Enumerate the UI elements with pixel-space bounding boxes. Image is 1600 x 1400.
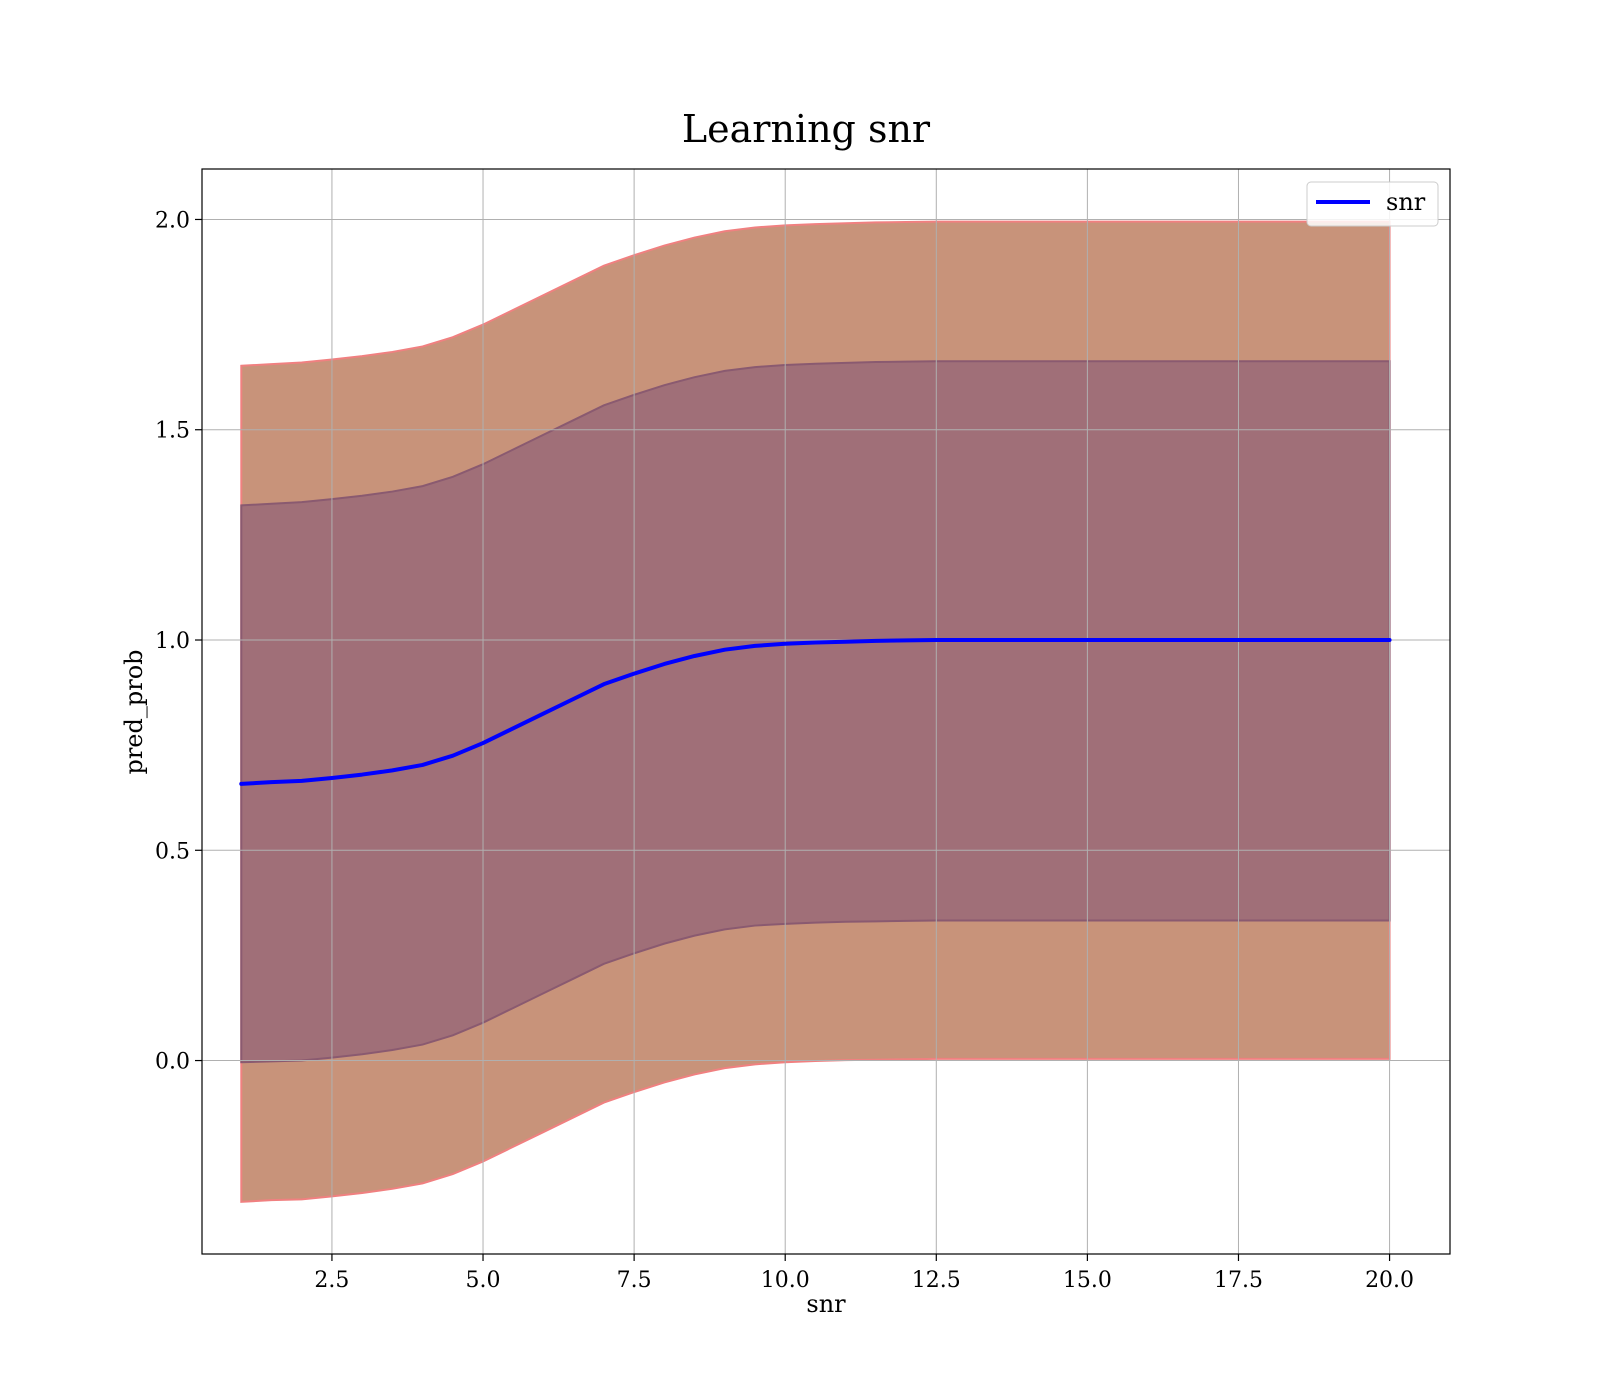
- x-axis-label: snr: [806, 1290, 846, 1318]
- x-tick-label-3: 10.0: [761, 1268, 810, 1293]
- legend: snr: [1306, 181, 1439, 227]
- y-tick-label-3: 1.5: [155, 419, 190, 444]
- grid: [202, 169, 1450, 1254]
- y-tick-label-2: 1.0: [155, 629, 190, 654]
- x-tick-label-7: 20.0: [1365, 1268, 1414, 1293]
- y-axis-label: pred_prob: [120, 649, 148, 774]
- confidence-bands: [240, 220, 1391, 1203]
- y-tick-label-0: 0.0: [155, 1050, 190, 1075]
- legend-box: [1306, 181, 1439, 227]
- x-tick-label-6: 17.5: [1214, 1268, 1263, 1293]
- x-tick-label-1: 5.0: [466, 1268, 501, 1293]
- series-lines: [239, 638, 1392, 786]
- plot-frame: [201, 168, 1451, 1255]
- x-axis-ticks: 2.5 5.0 7.5 10.0 12.5 15.0 17.5 20.0: [314, 1254, 1414, 1293]
- x-tick-label-4: 12.5: [912, 1268, 961, 1293]
- x-tick-label-5: 15.0: [1063, 1268, 1112, 1293]
- x-tick-label-0: 2.5: [314, 1268, 349, 1293]
- x-tick-label-2: 7.5: [617, 1268, 652, 1293]
- y-tick-label-4: 2.0: [155, 208, 190, 233]
- series-line-snr: [239, 638, 1392, 786]
- y-tick-label-1: 0.5: [155, 839, 190, 864]
- legend-label-snr: snr: [1386, 188, 1426, 216]
- chart-title: Learning snr: [682, 107, 931, 151]
- y-axis-ticks: 0.0 0.5 1.0 1.5 2.0: [155, 208, 202, 1075]
